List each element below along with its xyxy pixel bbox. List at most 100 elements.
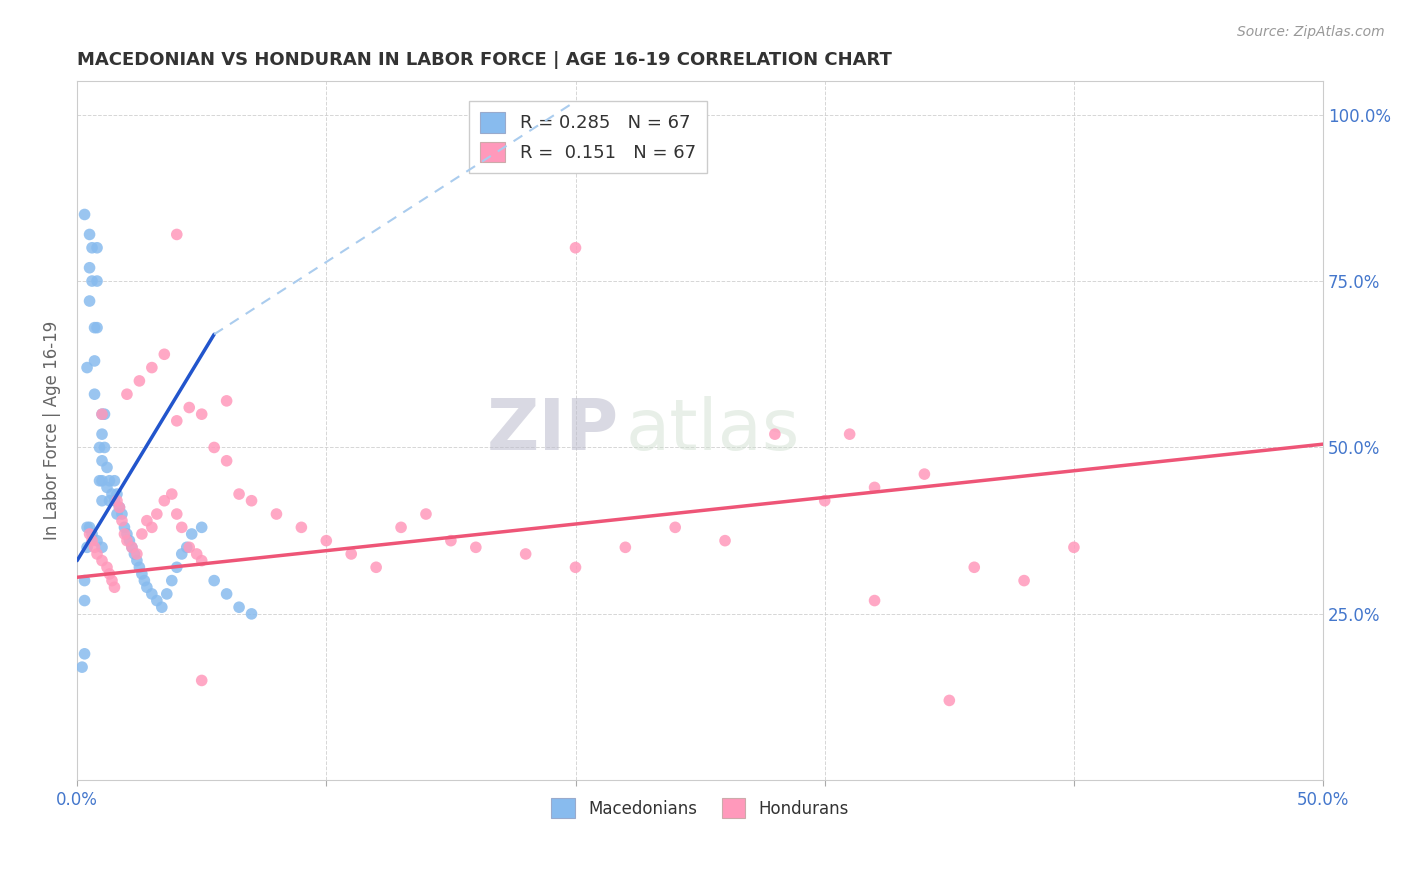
Point <box>76 541 98 555</box>
Point <box>73 574 96 588</box>
Point <box>515 547 537 561</box>
Point <box>156 587 179 601</box>
Point <box>150 600 173 615</box>
Point <box>96 460 118 475</box>
Point <box>170 547 193 561</box>
Point <box>121 541 143 555</box>
Point <box>79 520 101 534</box>
Point <box>86 274 108 288</box>
Point <box>190 673 212 688</box>
Point <box>83 354 105 368</box>
Point <box>366 560 388 574</box>
Point <box>131 566 153 581</box>
Point <box>166 227 188 242</box>
Point <box>73 207 96 221</box>
Point <box>153 347 176 361</box>
Point <box>564 560 586 574</box>
Point <box>86 241 108 255</box>
Point <box>240 493 263 508</box>
Point <box>315 533 337 548</box>
Legend: Macedonians, Hondurans: Macedonians, Hondurans <box>544 792 856 824</box>
Point <box>91 454 114 468</box>
Point <box>202 574 225 588</box>
Point <box>105 487 128 501</box>
Point <box>176 541 198 555</box>
Point <box>101 574 124 588</box>
Point <box>89 474 111 488</box>
Point <box>83 387 105 401</box>
Point <box>103 580 125 594</box>
Point <box>170 520 193 534</box>
Point <box>160 487 183 501</box>
Point <box>101 487 124 501</box>
Point <box>79 527 101 541</box>
Point <box>91 474 114 488</box>
Point <box>96 480 118 494</box>
Y-axis label: In Labor Force | Age 16-19: In Labor Force | Age 16-19 <box>44 321 60 541</box>
Point <box>73 593 96 607</box>
Point <box>91 407 114 421</box>
Point <box>86 320 108 334</box>
Point <box>415 507 437 521</box>
Point <box>80 533 103 548</box>
Point <box>89 441 111 455</box>
Point <box>963 560 986 574</box>
Point <box>80 527 103 541</box>
Point <box>114 527 136 541</box>
Point <box>179 401 201 415</box>
Text: ZIP: ZIP <box>486 396 619 466</box>
Point <box>180 527 202 541</box>
Point <box>863 593 886 607</box>
Point <box>125 554 148 568</box>
Point <box>79 260 101 275</box>
Point <box>125 547 148 561</box>
Point <box>153 493 176 508</box>
Point <box>215 393 238 408</box>
Point <box>1063 541 1085 555</box>
Point <box>118 533 141 548</box>
Point <box>141 587 163 601</box>
Point <box>114 520 136 534</box>
Point <box>863 480 886 494</box>
Point <box>838 427 860 442</box>
Point <box>70 660 93 674</box>
Point <box>141 520 163 534</box>
Text: MACEDONIAN VS HONDURAN IN LABOR FORCE | AGE 16-19 CORRELATION CHART: MACEDONIAN VS HONDURAN IN LABOR FORCE | … <box>77 51 891 69</box>
Point <box>240 607 263 621</box>
Point <box>215 587 238 601</box>
Point <box>186 547 208 561</box>
Point <box>83 320 105 334</box>
Point <box>664 520 686 534</box>
Point <box>105 507 128 521</box>
Point <box>228 487 250 501</box>
Point <box>814 493 837 508</box>
Point <box>440 533 463 548</box>
Point <box>190 520 212 534</box>
Point <box>79 227 101 242</box>
Point <box>135 580 157 594</box>
Point <box>134 574 156 588</box>
Point <box>389 520 412 534</box>
Point <box>96 560 118 574</box>
Point <box>1012 574 1035 588</box>
Point <box>76 360 98 375</box>
Point <box>111 507 134 521</box>
Point <box>80 241 103 255</box>
Point <box>98 493 121 508</box>
Point <box>98 566 121 581</box>
Point <box>141 360 163 375</box>
Point <box>128 560 150 574</box>
Point <box>73 647 96 661</box>
Point <box>91 407 114 421</box>
Point <box>86 533 108 548</box>
Point <box>160 574 183 588</box>
Point <box>93 407 115 421</box>
Point <box>290 520 312 534</box>
Point <box>98 474 121 488</box>
Point <box>146 593 169 607</box>
Point <box>202 441 225 455</box>
Point <box>564 241 586 255</box>
Text: Source: ZipAtlas.com: Source: ZipAtlas.com <box>1237 25 1385 39</box>
Point <box>93 441 115 455</box>
Point <box>166 507 188 521</box>
